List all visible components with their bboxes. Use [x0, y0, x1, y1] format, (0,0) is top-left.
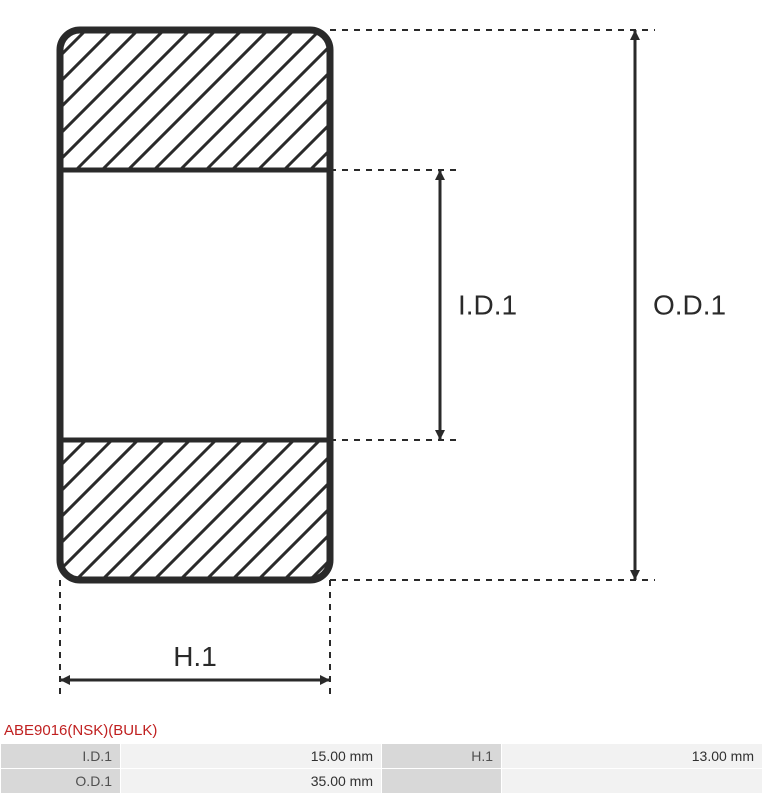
spec-label: H.1: [382, 744, 502, 769]
spec-label: O.D.1: [1, 769, 121, 794]
svg-text:H.1: H.1: [173, 641, 217, 672]
spec-empty: [502, 769, 763, 794]
spec-value: 15.00 mm: [121, 744, 382, 769]
spec-table: I.D.1 15.00 mm H.1 13.00 mm O.D.1 35.00 …: [0, 743, 763, 794]
diagram-svg: O.D.1 I.D.1 H.1: [0, 0, 763, 720]
spec-value: 13.00 mm: [502, 744, 763, 769]
spec-value: 35.00 mm: [121, 769, 382, 794]
part-title: ABE9016(NSK)(BULK): [0, 720, 763, 743]
spec-label: I.D.1: [1, 744, 121, 769]
spec-empty: [382, 769, 502, 794]
table-row: O.D.1 35.00 mm: [1, 769, 763, 794]
table-row: I.D.1 15.00 mm H.1 13.00 mm: [1, 744, 763, 769]
page-container: O.D.1I.D.1H.1 ABE9016(NSK)(BULK) I.D.1 1…: [0, 0, 763, 794]
technical-diagram: O.D.1 I.D.1 H.1: [0, 0, 763, 720]
svg-text:O.D.1: O.D.1: [653, 289, 726, 320]
svg-text:I.D.1: I.D.1: [458, 289, 517, 320]
